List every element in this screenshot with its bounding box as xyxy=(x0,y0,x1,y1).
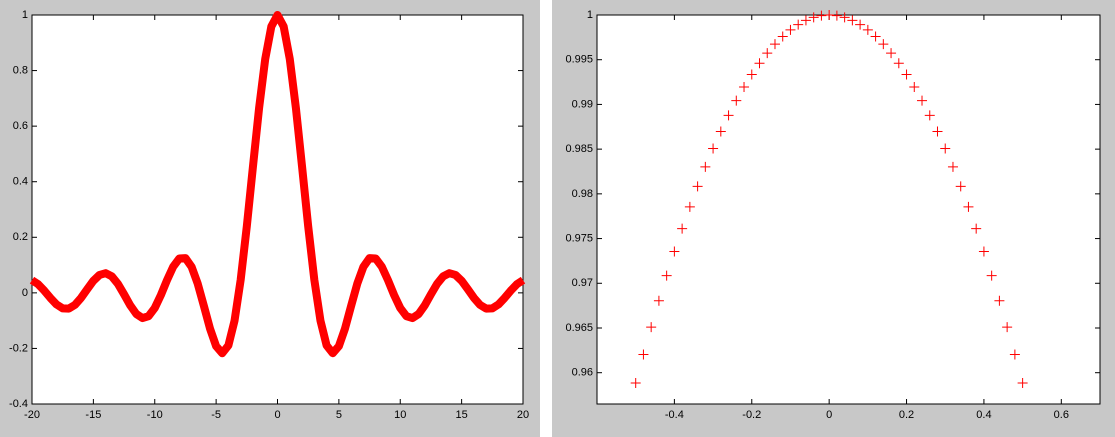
x-tick-label: 0.6 xyxy=(1054,409,1069,421)
marker xyxy=(870,31,881,42)
x-tick-label: -5 xyxy=(211,409,221,421)
x-tick-label: -10 xyxy=(147,409,163,421)
marker xyxy=(808,12,819,23)
marker xyxy=(646,322,657,333)
marker xyxy=(739,81,750,92)
marker xyxy=(963,201,974,212)
marker xyxy=(878,39,889,50)
y-tick-label: -0.4 xyxy=(9,398,28,410)
line xyxy=(29,11,526,358)
x-tick-label: -20 xyxy=(24,409,40,421)
marker xyxy=(917,95,928,106)
marker xyxy=(669,246,680,257)
marker xyxy=(746,69,757,80)
marker xyxy=(947,161,958,172)
x-tick-label: 20 xyxy=(517,409,529,421)
y-tick-label: 0.985 xyxy=(565,143,593,155)
marker xyxy=(762,48,773,59)
y-tick-label: 0.97 xyxy=(572,277,593,289)
y-tick-label: 1 xyxy=(587,9,593,21)
marker xyxy=(723,110,734,121)
x-tick-label: 0.4 xyxy=(976,409,991,421)
y-tick-label: 1 xyxy=(22,9,28,21)
marker xyxy=(800,15,811,26)
y-tick-label: 0.995 xyxy=(565,54,593,66)
figure-gap xyxy=(540,0,552,437)
marker xyxy=(1017,377,1028,388)
marker xyxy=(677,223,688,234)
x-tick-label: 0 xyxy=(826,409,832,421)
marker xyxy=(955,181,966,192)
marker xyxy=(847,15,858,26)
y-tick-label: 0.6 xyxy=(13,120,28,132)
y-tick-label: 0.96 xyxy=(572,367,593,379)
marker xyxy=(692,181,703,192)
y-tick-label: 0.99 xyxy=(572,98,593,110)
marker xyxy=(769,39,780,50)
y-tick-label: 0.4 xyxy=(13,176,28,188)
marker xyxy=(731,95,742,106)
x-tick-label: -15 xyxy=(85,409,101,421)
marker xyxy=(893,58,904,69)
plot-area xyxy=(31,14,524,405)
marker xyxy=(862,24,873,35)
y-tick-label: 0.2 xyxy=(13,231,28,243)
y-tick-label: 0.98 xyxy=(572,188,593,200)
marker xyxy=(901,69,912,80)
marker xyxy=(932,126,943,137)
marker xyxy=(1002,322,1013,333)
marker xyxy=(986,270,997,281)
marker xyxy=(708,143,719,154)
marker xyxy=(777,31,788,42)
marker xyxy=(661,270,672,281)
marker xyxy=(978,246,989,257)
marker xyxy=(630,377,641,388)
x-tick-label: 5 xyxy=(336,409,342,421)
x-tick-label: 15 xyxy=(456,409,468,421)
marker xyxy=(994,295,1005,306)
marker xyxy=(793,19,804,30)
marker xyxy=(785,24,796,35)
marker xyxy=(855,19,866,30)
marker xyxy=(909,81,920,92)
marker xyxy=(940,143,951,154)
marker xyxy=(653,295,664,306)
marker xyxy=(886,48,897,59)
marker xyxy=(638,349,649,360)
marker xyxy=(715,126,726,137)
marker xyxy=(824,10,835,20)
x-tick-label: 0 xyxy=(274,409,280,421)
marker xyxy=(754,58,765,69)
marker xyxy=(1009,349,1020,360)
marker xyxy=(839,12,850,23)
y-tick-label: 0 xyxy=(22,287,28,299)
x-tick-label: 0.2 xyxy=(899,409,914,421)
x-tick-label: 10 xyxy=(394,409,406,421)
marker xyxy=(684,201,695,212)
marker xyxy=(924,110,935,121)
marker xyxy=(700,161,711,172)
marker xyxy=(831,10,842,21)
marker xyxy=(816,10,827,21)
y-tick-label: -0.2 xyxy=(9,342,28,354)
marker xyxy=(971,223,982,234)
x-tick-label: -0.2 xyxy=(742,409,761,421)
y-tick-label: 0.975 xyxy=(565,232,593,244)
y-tick-label: 0.965 xyxy=(565,322,593,334)
x-tick-label: -0.4 xyxy=(665,409,684,421)
plot-area xyxy=(596,14,1101,405)
y-tick-label: 0.8 xyxy=(13,64,28,76)
